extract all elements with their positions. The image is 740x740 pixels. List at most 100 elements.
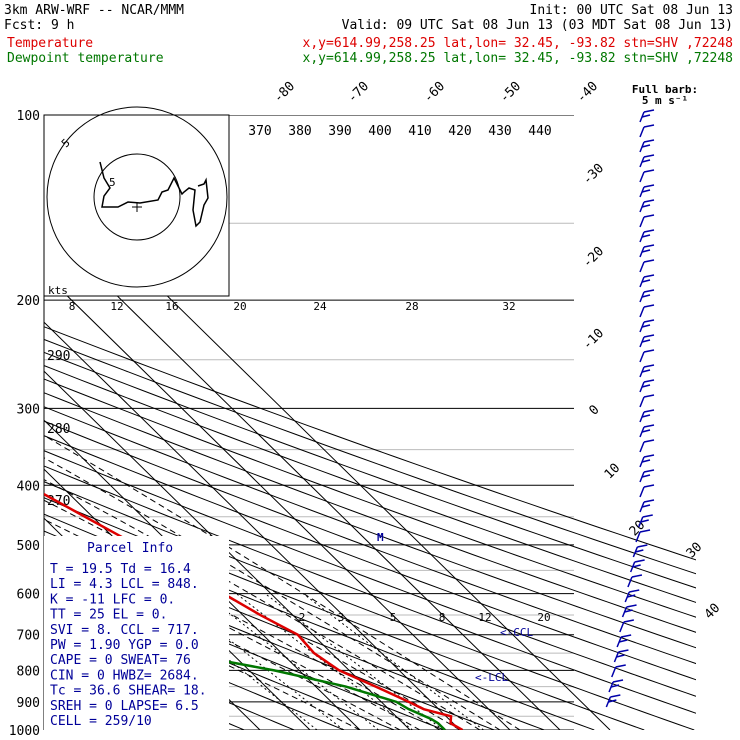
hodograph-speed-label: 16 (165, 300, 178, 313)
wind-barb (639, 124, 655, 138)
wind-barb (639, 424, 655, 438)
wind-barb (624, 589, 640, 603)
hodograph-speed-label: 28 (405, 300, 418, 313)
parcel-info-row: CIN = 0 HWBZ= 2684. (50, 668, 199, 683)
wind-barb (639, 484, 655, 498)
isotherm-label: -60 (421, 79, 448, 106)
pressure-label: 100 (17, 109, 40, 124)
dry-adiabat (44, 406, 696, 649)
isotherm-label: 30 (684, 540, 706, 562)
mixing-ratio-label: 3 (338, 611, 345, 624)
moist-adiabat (44, 479, 481, 730)
pressure-axis: 100 200 300 400 500 600 700 800 900 1000 (9, 109, 40, 739)
ccl-marker: <-CCL (500, 626, 533, 639)
wind-barb (616, 634, 632, 648)
parcel-info-row: CAPE = 0 SWEAT= 76 (50, 653, 191, 668)
full-barb-units: 5 m s⁻¹ (642, 94, 688, 107)
wind-barb (639, 109, 655, 123)
parcel-info-row: PW = 1.90 YGP = 0.0 (50, 638, 199, 653)
parcel-info-row: LI = 4.3 LCL = 848. (50, 577, 199, 592)
wind-barb (639, 304, 655, 318)
wind-barb (608, 679, 624, 693)
init-time: Init: 00 UTC Sat 08 Jun 13 (530, 3, 734, 18)
isotherm-label: -10 (580, 326, 607, 353)
hodograph-trace (99, 161, 209, 228)
hodograph-inner-label: 5 (109, 176, 116, 189)
parcel-info-row: SVI = 8. CCL = 717. (50, 623, 199, 638)
mixing-ratio-label: 8 (439, 611, 446, 624)
pressure-label: 300 (17, 402, 40, 417)
mixing-ratio-line (203, 593, 379, 730)
hodograph-units: kts (48, 284, 68, 297)
pressure-label: 200 (17, 294, 40, 309)
isotherm-label: -30 (580, 161, 607, 188)
wind-barb (639, 409, 655, 423)
dry-adiabat (44, 326, 696, 561)
wind-barb (639, 439, 655, 453)
isotherm-label: 0 (586, 402, 602, 418)
dry-adiabat (44, 481, 695, 730)
forecast-hour: Fcst: 9 h (4, 18, 74, 33)
wind-barb (639, 184, 655, 198)
pressure-label: 900 (17, 696, 40, 711)
wind-barb (639, 154, 655, 168)
isotherm-line (0, 115, 10, 730)
mixing-marker: M (377, 531, 384, 544)
wind-barb (639, 364, 655, 378)
wind-barb (639, 289, 655, 303)
wind-barb (639, 169, 655, 183)
theta-label: 370 (248, 124, 271, 139)
model-title: 3km ARW-WRF -- NCAR/MMM (4, 3, 184, 18)
full-barb-label: Full barb: (632, 83, 698, 96)
isotherm-label: -20 (580, 244, 607, 271)
mixing-ratio-label: 2 (299, 611, 306, 624)
wind-barb (638, 514, 653, 528)
hodograph-speed-label: 20 (233, 300, 246, 313)
parcel-info-title: Parcel Info (87, 541, 173, 556)
wind-barb (639, 139, 655, 153)
pressure-label: 800 (17, 664, 40, 679)
dry-adiabat (44, 351, 696, 589)
dry-adiabat (44, 420, 696, 665)
pressure-label: 600 (17, 588, 40, 603)
wind-barb (632, 544, 648, 558)
dry-adiabat (44, 365, 696, 603)
wind-barb (639, 334, 655, 348)
hodograph-speed-labels: 8 12 16 20 24 28 32 (69, 300, 516, 313)
wind-barb (639, 349, 655, 363)
wind-barb (619, 619, 634, 633)
wind-barb (639, 244, 655, 258)
wind-barb (639, 379, 655, 393)
wind-barbs (605, 109, 655, 708)
wind-barb (621, 604, 637, 618)
wind-barb (639, 469, 655, 483)
hodograph-speed-label: 8 (69, 300, 76, 313)
dry-adiabat (44, 435, 696, 681)
isotherm-label: -50 (497, 79, 524, 106)
isotherm-line (44, 272, 511, 730)
mixing-ratio-line (235, 593, 413, 730)
parcel-info-row: T = 19.5 Td = 16.4 (50, 562, 191, 577)
theta-label: 410 (408, 124, 431, 139)
wind-barb (639, 214, 655, 228)
dry-adiabat (44, 338, 696, 575)
dry-adiabat (44, 450, 696, 697)
wind-barb (611, 664, 626, 678)
hodograph: 5 5 kts (43, 106, 230, 297)
wind-barb (639, 199, 655, 213)
isotherm-label: -80 (271, 79, 298, 106)
dewpoint-legend: Dewpoint temperature (7, 51, 164, 66)
theta-e-label: 280 (47, 422, 70, 437)
theta-label: 440 (528, 124, 551, 139)
hodograph-speed-label: 24 (313, 300, 327, 313)
theta-label: 420 (448, 124, 471, 139)
temperature-location: x,y=614.99,258.25 lat,lon= 32.45, -93.82… (303, 36, 733, 51)
wind-barb (605, 694, 621, 708)
pressure-label: 400 (17, 479, 40, 494)
wind-barb (635, 529, 651, 543)
wind-barb (629, 559, 645, 573)
wind-barb (639, 274, 655, 288)
lcl-marker: <-LCL (475, 671, 508, 684)
isotherm-line (44, 370, 411, 730)
parcel-info-row: SREH = 0 LAPSE= 6.5 (50, 699, 199, 714)
